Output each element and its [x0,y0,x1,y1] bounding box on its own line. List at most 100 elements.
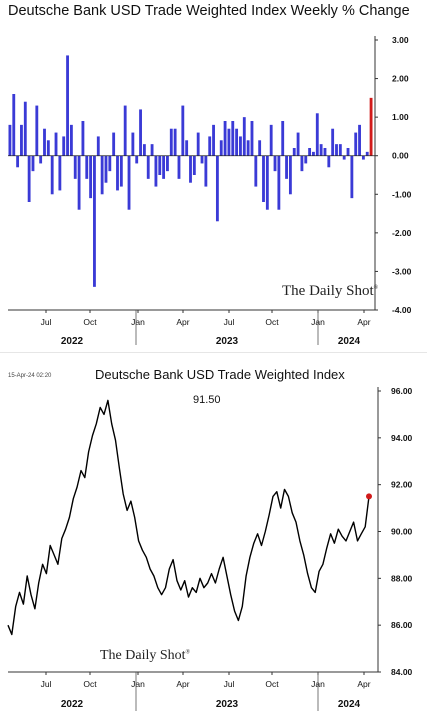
bar [258,140,262,156]
bar [39,155,43,164]
year-label: 2024 [338,336,361,347]
bar [185,140,189,156]
chart-title: Deutsche Bank USD Trade Weighted Index [95,367,345,382]
y-tick-label: -4.00 [392,305,412,315]
bar [358,124,361,156]
bar [242,117,246,156]
bar [31,155,35,172]
logo-text: The Daily Shot [282,283,374,299]
bar [69,124,73,156]
bar [158,155,162,175]
bar [146,155,150,179]
last-value-marker [366,493,372,500]
x-tick-label: Apr [176,317,189,327]
bar [169,128,173,156]
bar [246,140,250,156]
bar [292,148,296,156]
bar [43,128,46,156]
x-tick-label: Oct [265,679,279,689]
registered-mark: ® [185,649,191,656]
bar [131,132,135,156]
logo-text: The Daily Shot [100,648,186,663]
bar [219,140,223,156]
y-tick-label: 1.00 [392,112,409,122]
year-label: 2022 [61,336,84,347]
bar [85,155,89,179]
bar [46,140,50,156]
bar [27,155,31,202]
x-tick-label: Jul [224,679,235,689]
bar [119,155,123,187]
x-tick-label: Oct [83,317,97,327]
x-tick-label: Apr [357,679,370,689]
x-tick-label: Jul [41,317,52,327]
bar [281,121,285,156]
daily-shot-logo: The Daily Shot® [100,648,190,664]
bar [123,105,127,156]
y-tick-label: 84.00 [391,667,413,677]
bar [288,155,292,195]
bar [89,155,93,199]
bar [300,155,304,172]
bar [20,124,23,156]
x-tick-label: Jan [131,679,145,689]
y-tick-label: -1.00 [392,189,412,199]
bar [285,155,288,179]
y-tick-label: 86.00 [391,620,413,630]
bar [254,155,258,187]
bar [177,155,181,179]
y-tick-label: 3.00 [392,35,409,45]
weekly-change-bar-chart: 3.00 2.00 1.00 0.00 -1.00 -2.00 -3.00 -4.00 Jul O… [8,35,412,347]
bar [354,132,358,156]
bar [361,155,365,160]
y-tick-label: 92.00 [391,480,413,490]
bar [319,144,323,156]
bar [200,155,204,164]
year-label: 2022 [61,699,84,710]
bar [273,155,277,172]
x-tick-label: Oct [83,679,97,689]
bar [12,94,16,156]
bar [127,155,131,210]
index-line-chart: 96.00 94.00 92.00 90.00 88.00 86.00 84.00 Jul Oc… [7,386,413,711]
bar [162,155,166,179]
bar [8,124,12,156]
y-tick-label: 96.00 [391,386,413,396]
bar [315,113,319,156]
x-tick-label: Apr [357,317,370,327]
bar [250,121,254,156]
y-tick-label: -3.00 [392,266,412,276]
bar [365,151,369,156]
bar [327,155,331,168]
bar [223,121,227,156]
bar [23,101,27,156]
bar [62,136,66,156]
last-value-label: 91.50 [193,394,221,406]
x-tick-label: Oct [265,317,279,327]
bar [35,105,39,156]
bar [227,128,231,156]
bar [346,148,350,156]
bar [58,155,62,191]
bar [16,155,20,168]
bar [323,148,327,156]
bar [93,155,96,287]
daily-shot-logo: The Daily Shot® [282,283,378,300]
index-level-chart-panel: 15-Apr-24 02:20 Deutsche Bank USD Trade … [0,353,427,720]
chart-title: Deutsche Bank USD Trade Weighted Index W… [8,3,410,19]
bar [342,155,346,160]
y-tick-label: 94.00 [391,433,413,443]
bar [208,136,212,156]
bar [338,144,342,156]
x-tick-label: Jul [41,679,52,689]
bar [100,155,104,195]
bar [204,155,208,187]
bar [104,155,108,183]
bar [215,155,219,222]
bar [135,155,139,164]
year-label: 2024 [338,699,361,710]
bar [50,155,54,195]
bar [277,155,281,210]
timestamp: 15-Apr-24 02:20 [8,373,52,379]
y-tick-label: 90.00 [391,527,413,537]
